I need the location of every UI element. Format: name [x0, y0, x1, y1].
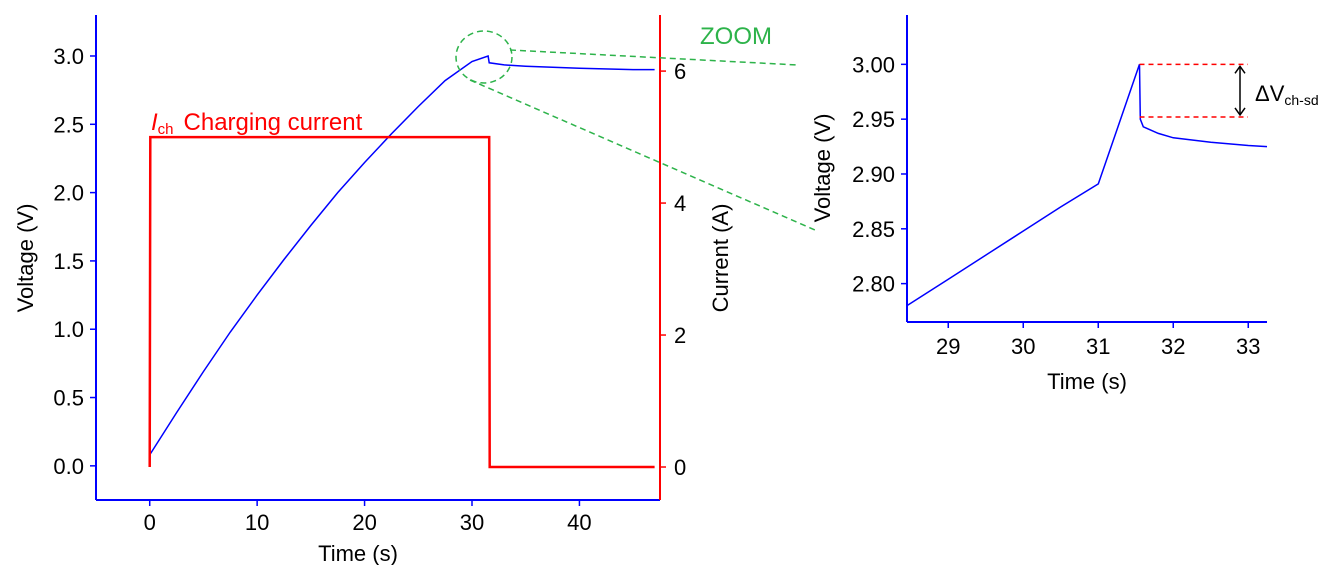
zoom-x-tick-label: 30	[1011, 334, 1035, 359]
zoom-y-tick-label: 2.85	[852, 217, 895, 242]
delta-v-annotation	[1139, 63, 1248, 118]
main-y2-tick-label: 6	[674, 59, 686, 84]
main-y-axis-label: Voltage (V)	[13, 204, 38, 313]
charging-current-subscript: ch	[158, 121, 174, 138]
main-y-tick-label: 1.0	[53, 317, 84, 342]
main-x-tick-label: 20	[352, 510, 376, 535]
zoom-x-axis-label: Time (s)	[1047, 369, 1127, 394]
main-y2-tick-label: 0	[674, 455, 686, 480]
current-series-line	[148, 135, 655, 469]
main-y-tick-label: 0.0	[53, 454, 84, 479]
charging-current-label: Ich Charging current	[151, 109, 363, 138]
main-voltage-ticks: 0.0 0.5 1.0 1.5 2.0 2.5 3.0	[53, 44, 96, 479]
zoom-y-tick-label: 3.00	[852, 52, 895, 77]
main-y2-axis-label: Current (A)	[708, 204, 733, 313]
zoom-label: ZOOM	[700, 23, 772, 50]
main-x-tick-label: 0	[144, 510, 156, 535]
main-y2-tick-label: 2	[674, 323, 686, 348]
zoom-voltage-series-line	[906, 64, 1268, 307]
zoom-x-tick-label: 32	[1161, 334, 1185, 359]
delta-v-label: ΔVch-sd	[1255, 81, 1319, 108]
main-time-ticks: 0 10 20 30 40	[144, 500, 592, 535]
zoom-y-tick-label: 2.80	[852, 272, 895, 297]
main-y-tick-label: 2.5	[53, 112, 84, 137]
zoom-circle	[455, 30, 513, 84]
main-y2-tick-label: 4	[674, 191, 686, 216]
main-y-tick-label: 3.0	[53, 44, 84, 69]
main-chart: 0 10 20 30 40 0.0 0.5 1.0 1.5 2.0 2.5 3.0 0 2 4 6 Tim…	[13, 15, 816, 565]
delta-v-subscript: ch-sd	[1284, 92, 1318, 108]
zoom-time-ticks: 29 30 31 32 33	[936, 322, 1260, 359]
main-y-tick-label: 0.5	[53, 386, 84, 411]
zoom-y-tick-label: 2.95	[852, 107, 895, 132]
main-y-tick-label: 2.0	[53, 181, 84, 206]
main-x-tick-label: 30	[460, 510, 484, 535]
charging-current-symbol: I	[151, 109, 158, 136]
main-x-tick-label: 10	[245, 510, 269, 535]
zoom-x-tick-label: 31	[1086, 334, 1110, 359]
main-x-tick-label: 40	[567, 510, 591, 535]
voltage-series-line	[149, 55, 655, 456]
zoom-x-tick-label: 33	[1236, 334, 1260, 359]
main-x-axis-label: Time (s)	[318, 541, 398, 565]
delta-v-arrow-head-top	[1234, 65, 1246, 74]
zoom-voltage-ticks: 2.80 2.85 2.90 2.95 3.00	[852, 52, 907, 297]
charging-current-text: Charging current	[184, 109, 363, 136]
zoom-y-tick-label: 2.90	[852, 162, 895, 187]
zoom-series-group	[906, 64, 1268, 307]
zoom-y-axis-label: Voltage (V)	[810, 114, 835, 223]
zoom-chart: 29 30 31 32 33 2.80 2.85 2.90 2.95 3.00 Time (s)…	[810, 15, 1319, 394]
zoom-x-tick-label: 29	[936, 334, 960, 359]
main-y-tick-label: 1.5	[53, 249, 84, 274]
main-current-ticks: 0 2 4 6	[660, 59, 686, 480]
zoom-connector-top	[509, 49, 799, 66]
delta-v-arrow-head-bottom	[1234, 107, 1246, 117]
zoom-connector-bottom	[469, 79, 816, 231]
delta-v-symbol: ΔV	[1255, 81, 1285, 106]
main-series-group	[148, 55, 655, 469]
